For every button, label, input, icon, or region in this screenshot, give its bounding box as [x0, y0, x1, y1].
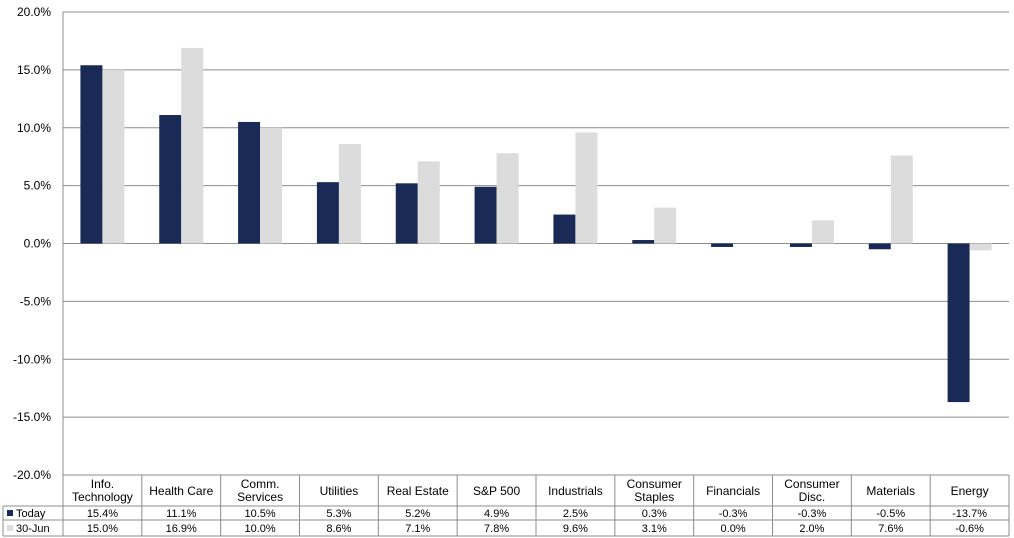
category-label: Consumer Disc.: [784, 477, 839, 504]
value-label: 16.9%: [166, 523, 197, 535]
bar-today: [316, 182, 339, 244]
value-label: 5.3%: [326, 508, 351, 520]
y-tick-label: -10.0%: [13, 352, 51, 366]
value-label: 4.9%: [484, 508, 509, 520]
y-tick-label: -5.0%: [20, 294, 52, 308]
bar-today: [474, 186, 497, 244]
y-tick-label: 15.0%: [17, 63, 51, 77]
value-label: -13.7%: [952, 508, 987, 520]
value-label: 2.0%: [799, 523, 824, 535]
bar-today: [159, 115, 182, 244]
value-label: 9.6%: [563, 523, 588, 535]
legend-label: 30-Jun: [16, 523, 50, 535]
category-label: Financials: [706, 484, 760, 498]
value-label: 0.0%: [721, 523, 746, 535]
y-tick-label: 10.0%: [17, 121, 51, 135]
bar-30-jun: [417, 161, 440, 244]
value-label: 3.1%: [642, 523, 667, 535]
value-label: 8.6%: [326, 523, 351, 535]
value-label: 5.2%: [405, 508, 430, 520]
category-label: Consumer Staples: [627, 477, 682, 504]
y-tick-label: -20.0%: [13, 468, 51, 482]
bar-today: [632, 240, 655, 244]
category-label: Energy: [951, 484, 989, 498]
category-label: Industrials: [548, 484, 603, 498]
y-tick-label: 20.0%: [17, 5, 51, 19]
bar-today: [947, 243, 970, 403]
category-label: Health Care: [149, 484, 213, 498]
legend-swatch-today: [7, 510, 13, 516]
category-label: Comm. Services: [237, 477, 283, 504]
bar-30-jun: [969, 243, 992, 251]
value-label: -0.3%: [798, 508, 827, 520]
category-label: S&P 500: [473, 484, 520, 498]
value-label: 2.5%: [563, 508, 588, 520]
value-label: -0.5%: [876, 508, 905, 520]
bar-today: [238, 121, 261, 244]
value-label: 7.6%: [878, 523, 903, 535]
bar-today: [789, 243, 812, 247]
value-label: 10.5%: [244, 508, 275, 520]
bar-30-jun: [890, 155, 913, 244]
legend-swatch-30-jun: [7, 525, 13, 531]
y-tick-label: 5.0%: [24, 179, 52, 193]
value-label: 0.3%: [642, 508, 667, 520]
y-tick-label: -15.0%: [13, 410, 51, 424]
value-label: 11.1%: [166, 508, 197, 520]
bars: [80, 47, 992, 403]
legend-label: Today: [16, 508, 46, 520]
bar-today: [80, 65, 103, 244]
bar-30-jun: [338, 143, 361, 244]
value-label: 7.1%: [405, 523, 430, 535]
value-label: -0.3%: [719, 508, 748, 520]
gridlines: [62, 11, 1009, 476]
value-label: 7.8%: [484, 523, 509, 535]
bar-today: [395, 183, 418, 244]
value-label: 15.4%: [87, 508, 118, 520]
bar-30-jun: [811, 220, 834, 244]
data-table: Info. Technology Health Care Comm. Services U…: [2, 475, 1010, 537]
bar-today: [868, 243, 891, 250]
bar-30-jun: [181, 47, 204, 244]
category-label: Utilities: [320, 484, 359, 498]
y-tick-label: 0.0%: [24, 237, 52, 251]
category-label: Real Estate: [387, 484, 449, 498]
bar-30-jun: [575, 132, 598, 244]
y-axis-ticks: 20.0% 15.0% 10.0% 5.0% 0.0% -5.0% -10.0% -15.0%…: [13, 5, 51, 482]
category-label: Materials: [866, 484, 915, 498]
bar-30-jun: [102, 69, 125, 244]
bar-30-jun: [496, 153, 519, 244]
value-label: 15.0%: [87, 523, 118, 535]
bar-today: [553, 214, 576, 244]
bar-30-jun: [654, 207, 677, 244]
bar-today: [711, 243, 734, 247]
value-label: 10.0%: [244, 523, 275, 535]
category-label: Info. Technology: [72, 477, 133, 504]
value-label: -0.6%: [955, 523, 984, 535]
bar-30-jun: [260, 127, 283, 244]
